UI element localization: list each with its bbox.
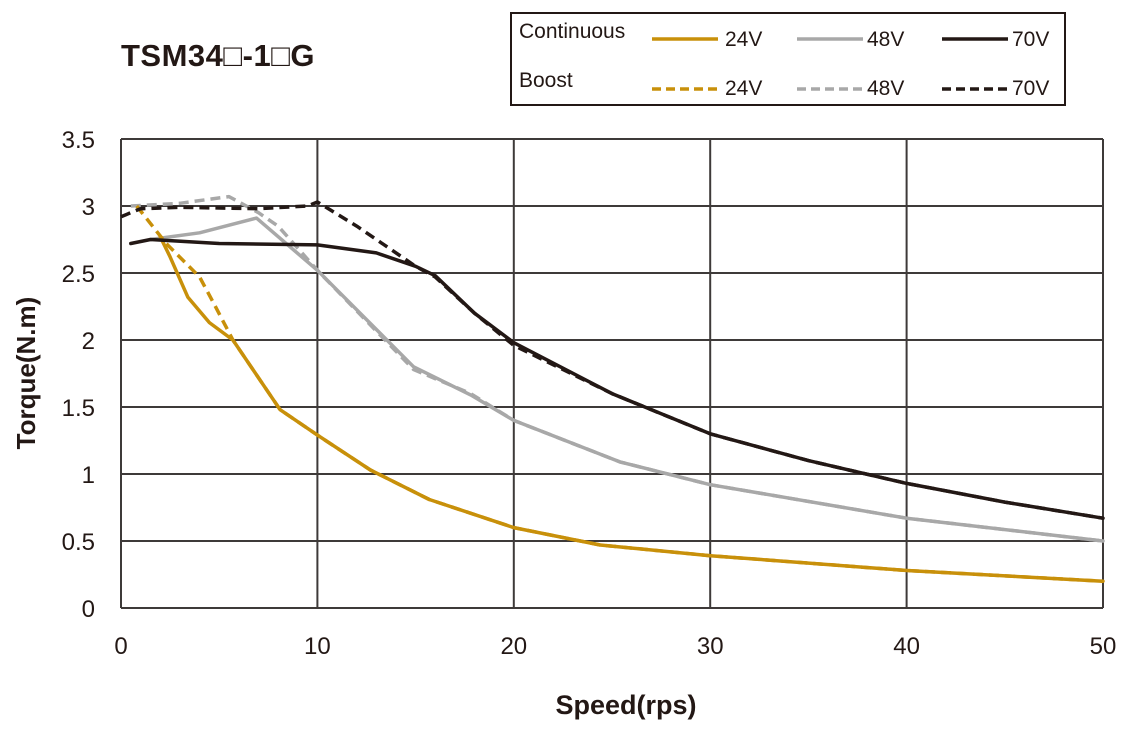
y-tick-label: 2	[82, 328, 95, 355]
series-line-boost-48v	[130, 194, 1104, 543]
legend-group-boost: Boost	[519, 69, 573, 92]
y-tick-label: 3.5	[62, 127, 95, 154]
y-tick-label: 0	[82, 596, 95, 623]
x-tick-label: 10	[304, 633, 331, 660]
y-tick-label: 0.5	[62, 529, 95, 556]
y-tick-label: 1	[82, 462, 95, 489]
legend-label: 24V	[725, 77, 763, 100]
legend-group-continuous: Continuous	[519, 20, 626, 43]
series-line-continuous-70v	[129, 237, 1105, 520]
tick-labels: 0 0.5 1 1.5 2 2.5 3 3.5 0 10 20 30 40 50	[62, 127, 1117, 660]
x-tick-label: 50	[1090, 633, 1117, 660]
legend-swatches	[652, 37, 1008, 91]
y-axis-label: Torque(N.m)	[11, 297, 41, 450]
legend-label: 70V	[1012, 28, 1050, 51]
y-tick-label: 1.5	[62, 395, 95, 422]
series-line-boost-70v	[120, 200, 1104, 520]
x-tick-label: 20	[500, 633, 527, 660]
legend-label: 48V	[867, 28, 905, 51]
y-tick-label: 3	[82, 194, 95, 221]
x-tick-label: 30	[697, 633, 724, 660]
chart-title: TSM34□-1□G	[121, 38, 316, 73]
legend-label: 70V	[1012, 77, 1050, 100]
legend: Continuous Boost 24V 48V 70V 24V 48V 70V	[510, 12, 1066, 106]
y-tick-label: 2.5	[62, 261, 95, 288]
legend-label: 48V	[867, 77, 905, 100]
x-axis-label: Speed(rps)	[555, 690, 696, 720]
legend-label: 24V	[725, 28, 763, 51]
grid	[120, 138, 1104, 609]
series-lines	[120, 194, 1105, 583]
x-tick-label: 0	[114, 633, 127, 660]
x-tick-label: 40	[893, 633, 920, 660]
series-line-continuous-24v	[158, 235, 1105, 583]
series-line-continuous-48v	[148, 216, 1105, 543]
